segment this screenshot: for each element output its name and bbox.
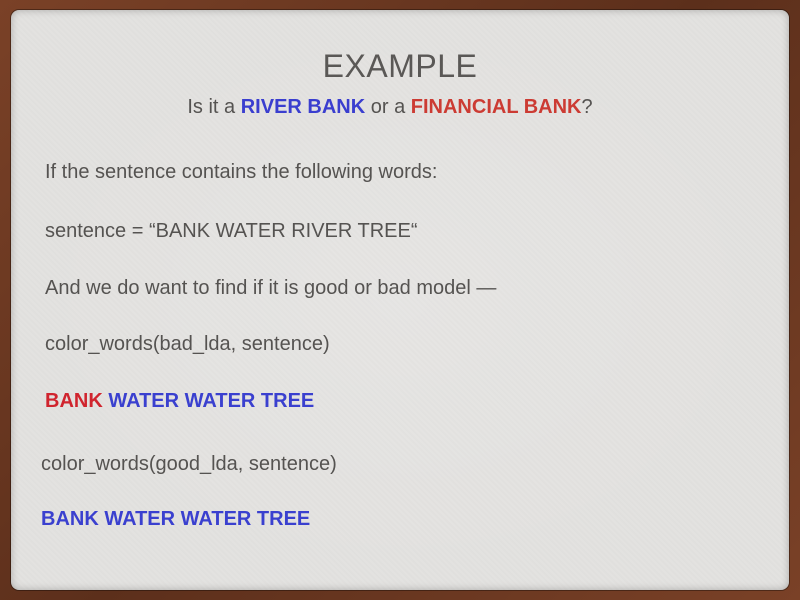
subtitle-suffix: ? (581, 96, 593, 118)
bad-result-bank-word: BANK (45, 390, 103, 412)
subtitle-middle: or a (365, 96, 411, 118)
bad-result-rest-words: WATER WATER TREE (108, 390, 315, 412)
subtitle-prefix: Is it a (187, 96, 241, 118)
subtitle-line: Is it a RIVER BANK or a FINANCIAL BANK? (187, 96, 592, 118)
bad-lda-call: color_words(bad_lda, sentence) (45, 333, 330, 355)
good-lda-call: color_words(good_lda, sentence) (41, 453, 337, 475)
sentence-line: sentence = “BANK WATER RIVER TREE“ (45, 220, 418, 242)
bad-lda-result: BANK WATER WATER TREE (45, 391, 314, 411)
goal-line: And we do want to find if it is good or … (45, 277, 497, 299)
financial-bank-term: FINANCIAL BANK (410, 96, 582, 118)
river-bank-term: RIVER BANK (240, 96, 366, 118)
good-lda-result: BANK WATER WATER TREE (41, 508, 311, 530)
slide-title: EXAMPLE (322, 48, 478, 84)
intro-line: If the sentence contains the following w… (45, 161, 438, 183)
slide: EXAMPLE Is it a RIVER BANK or a FINANCIA… (11, 10, 789, 590)
slide-subtitle: Is it a RIVER BANK or a FINANCIAL BANK? (11, 97, 789, 117)
